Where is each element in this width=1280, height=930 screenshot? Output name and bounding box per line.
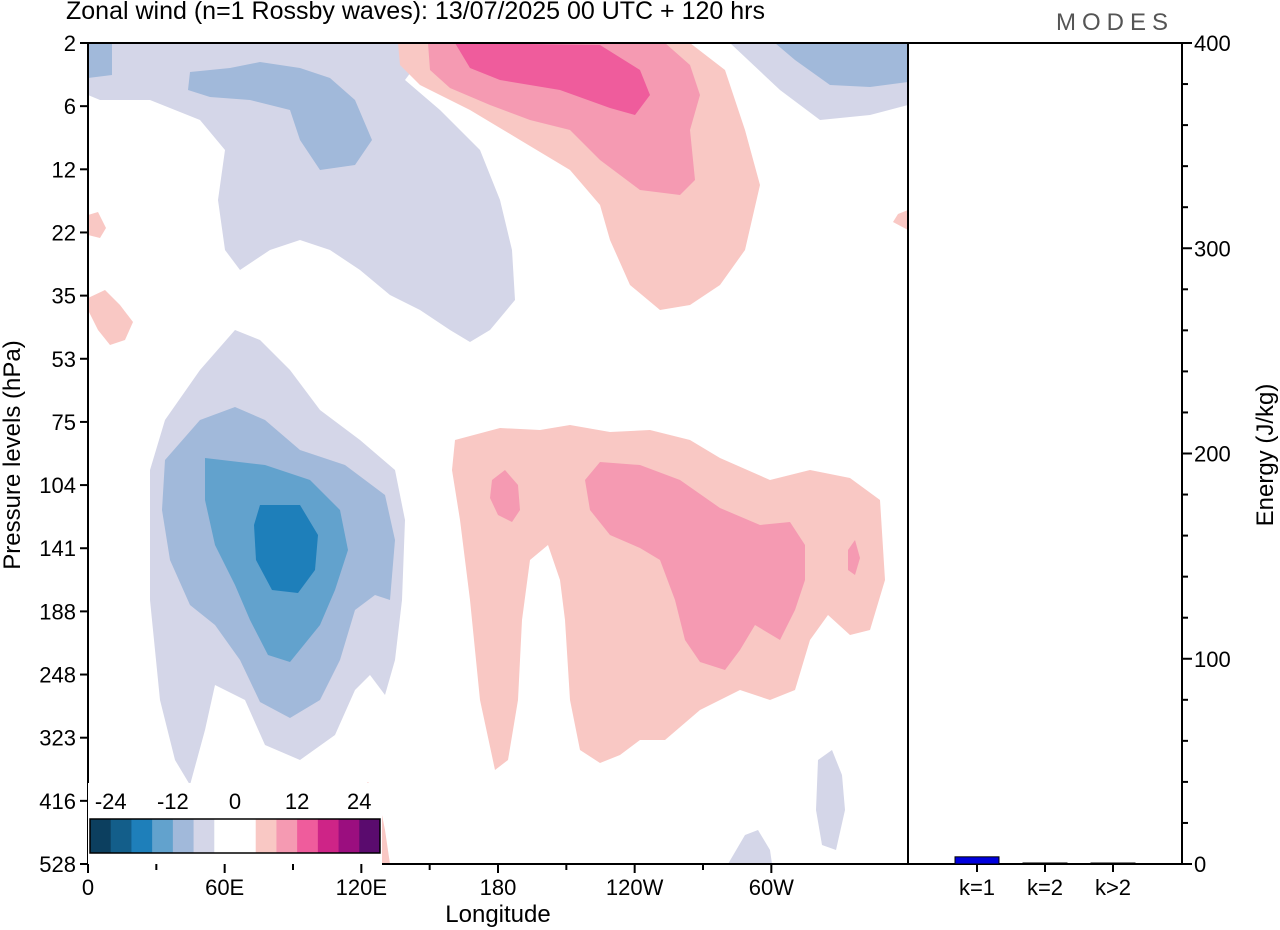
y-tick-label: 53 [52,347,76,372]
y-tick-label: 248 [39,663,76,688]
x-tick-label: 60E [205,875,244,900]
colorbar-label: 24 [347,789,371,814]
energy-axis-title: Energy (J/kg) [1252,384,1279,527]
contour-pos-left-blob [88,212,106,238]
energy-category-label: k=2 [1027,875,1063,900]
colorbar-swatch [338,819,360,853]
y-tick-label: 528 [39,852,76,877]
colorbar-swatch [172,819,195,853]
contour-neg-upper-light [88,43,515,342]
y-tick-label: 35 [52,284,76,309]
contour-neg-upper-mid [88,43,112,78]
y-tick-label: 188 [39,599,76,624]
y-tick-label: 104 [39,473,76,498]
contour-neg-topright-mid [775,43,908,87]
x-tick-label: 180 [480,875,517,900]
y-axis-title: Pressure levels (hPa) [0,340,26,569]
y-tick-label: 416 [39,789,76,814]
contour-neg-bottom-blob [816,750,845,850]
modes-logo: MODES [1056,9,1175,36]
contour-neg-lower-core [254,505,318,593]
colorbar-swatch [152,819,174,853]
y-tick-label: 75 [52,410,76,435]
colorbar-swatch [317,819,340,853]
x-tick-label: 60W [749,875,794,900]
colorbar-swatch [110,819,132,853]
y-tick-label: 323 [39,726,76,751]
contour-neg-upper-mid [188,62,372,170]
energy-tick-label: 400 [1194,31,1231,56]
energy-bar-2 [1022,862,1068,865]
contour-pos-right-blob [893,210,908,230]
x-axis-title: Longitude [445,901,550,928]
energy-axis: 0 100 200 300 400 [1182,31,1231,877]
energy-tick-label: 300 [1194,236,1231,261]
y-tick-label: 22 [52,220,76,245]
colorbar: -24 -12 0 12 24 [88,783,382,865]
colorbar-label: -12 [157,789,189,814]
colorbar-label: 0 [229,789,241,814]
pressure-axis: 2 6 12 22 35 53 75 104 141 188 248 323 416 528 [39,31,88,877]
contour-pos-lower-light [452,425,885,770]
energy-bars: k=1 k=2 k>2 [954,856,1136,900]
colorbar-swatch [131,819,153,853]
y-tick-label: 12 [52,157,76,182]
chart-title: Zonal wind (n=1 Rossby waves): 13/07/202… [66,0,765,25]
y-tick-label: 2 [64,31,76,56]
energy-bar-1 [954,856,1000,865]
colorbar-swatch [235,819,257,853]
y-tick-label: 141 [39,536,76,561]
colorbar-label: -24 [95,789,127,814]
contour-pos-lower-mid [585,462,805,670]
colorbar-swatch [359,819,381,853]
contour-pos-upper-strong [455,43,650,115]
colorbar-label: 12 [285,789,309,814]
x-tick-label: 0 [82,875,94,900]
colorbar-swatch [255,819,277,853]
contour-pos-left-blob [88,290,133,345]
energy-category-label: k>2 [1095,875,1131,900]
colorbar-swatch [214,819,236,853]
contour-field [88,43,908,864]
colorbar-swatch [297,819,319,853]
energy-tick-label: 100 [1194,647,1231,672]
x-tick-label: 120W [606,875,664,900]
x-tick-label: 120E [336,875,387,900]
longitude-axis: 0 60E 120E 180 120W 60W [82,864,794,900]
colorbar-swatch [193,819,215,853]
colorbar-swatch [276,819,298,853]
energy-category-label: k=1 [959,875,995,900]
contour-pos-lower-blob [848,540,860,575]
contour-neg-bottom-blob [728,830,772,864]
colorbar-swatch [90,819,112,853]
energy-tick-label: 200 [1194,442,1231,467]
energy-bar-3 [1090,862,1136,865]
y-tick-label: 6 [64,94,76,119]
contour-pos-lower-blob [490,470,520,522]
colorbar-frame [89,818,381,854]
energy-tick-label: 0 [1194,852,1206,877]
